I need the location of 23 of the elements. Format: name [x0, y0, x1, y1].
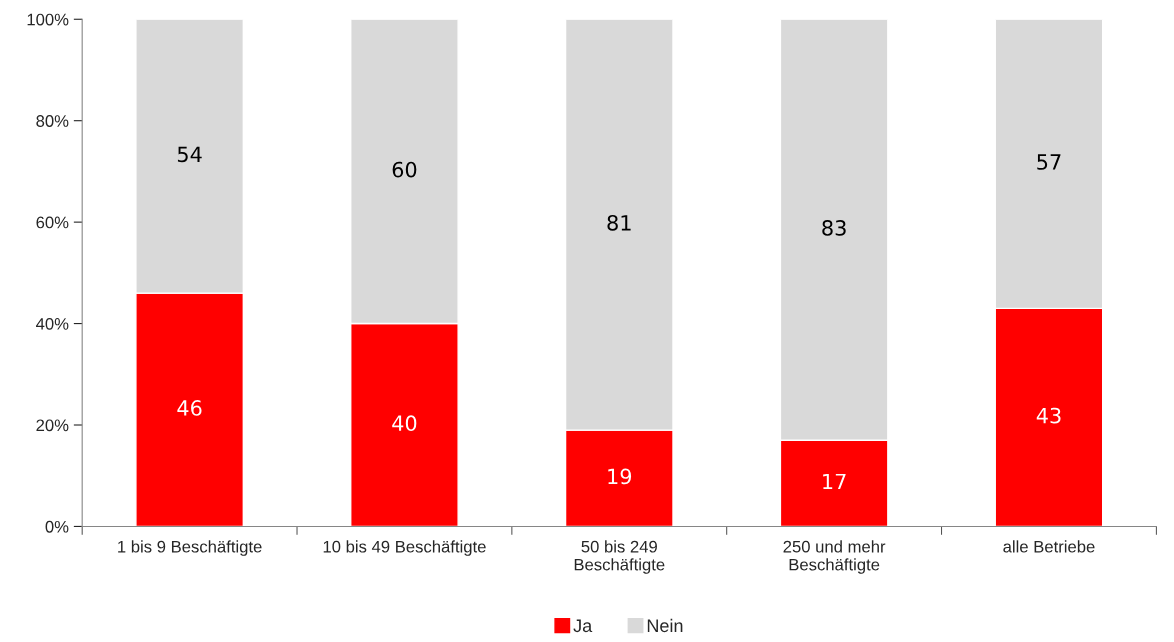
legend-label: Nein	[647, 618, 683, 633]
x-tick-label: 1 bis 9 Beschäftigte	[118, 540, 262, 556]
y-tick-label: 60%	[36, 216, 69, 229]
data-label: 19	[608, 468, 632, 485]
legend-label: Ja	[573, 619, 593, 633]
data-label: 54	[177, 146, 202, 163]
y-tick-label: 20%	[36, 419, 69, 432]
data-label: 57	[1037, 154, 1061, 170]
data-label: 60	[392, 161, 417, 178]
y-tick-label: 80%	[36, 115, 69, 127]
data-label: 17	[823, 473, 846, 490]
x-tick-label: 50 bis 249 Beschäftigte	[574, 540, 665, 574]
data-label: 46	[177, 400, 202, 416]
data-label: 43	[1036, 407, 1061, 424]
x-tick-label: 10 bis 49 Beschäftigte	[323, 540, 486, 556]
y-tick-label: 0%	[45, 520, 69, 533]
y-tick-label: 100%	[27, 13, 69, 26]
x-tick-label: alle Betriebe	[1003, 540, 1095, 553]
y-tick-label: 40%	[36, 317, 69, 330]
data-label: 40	[392, 415, 417, 432]
data-label: 83	[822, 220, 846, 236]
x-tick-label: 250 und mehr Beschäftigte	[783, 540, 886, 574]
data-label: 81	[607, 214, 631, 231]
